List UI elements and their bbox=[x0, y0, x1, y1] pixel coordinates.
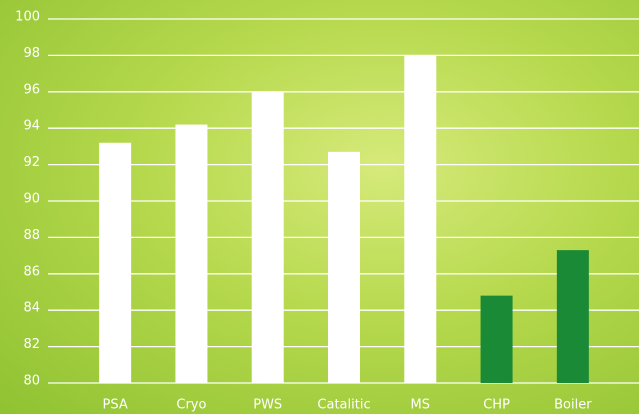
bar bbox=[481, 296, 513, 383]
bar bbox=[252, 92, 284, 383]
y-tick-label: 96 bbox=[23, 82, 40, 97]
y-tick-label: 84 bbox=[23, 301, 40, 316]
y-tick-label: 80 bbox=[23, 374, 40, 389]
x-tick-label: Catalitic bbox=[317, 398, 370, 413]
y-tick-label: 92 bbox=[23, 155, 40, 170]
y-tick-label: 94 bbox=[23, 119, 40, 134]
chart: 80 82 84 86 88 90 92 94 96 98 100 PSA Cryo PWS Catalit… bbox=[0, 0, 639, 414]
y-tick-label: 82 bbox=[23, 337, 40, 352]
bar bbox=[404, 55, 436, 383]
x-tick-label: MS bbox=[411, 398, 430, 413]
bar bbox=[557, 250, 589, 383]
x-tick-label: CHP bbox=[483, 398, 510, 413]
x-tick-label: PWS bbox=[253, 398, 282, 413]
x-tick-label: PSA bbox=[103, 398, 128, 413]
x-tick-label: Boiler bbox=[554, 398, 592, 413]
y-tick-label: 98 bbox=[23, 46, 40, 61]
bar bbox=[328, 152, 360, 383]
y-tick-label: 90 bbox=[23, 192, 40, 207]
bar bbox=[99, 143, 131, 383]
y-tick-label: 86 bbox=[23, 264, 40, 279]
y-tick-label: 88 bbox=[23, 228, 40, 243]
bar bbox=[175, 125, 207, 383]
x-tick-label: Cryo bbox=[176, 398, 206, 413]
y-tick-label: 100 bbox=[15, 10, 40, 25]
